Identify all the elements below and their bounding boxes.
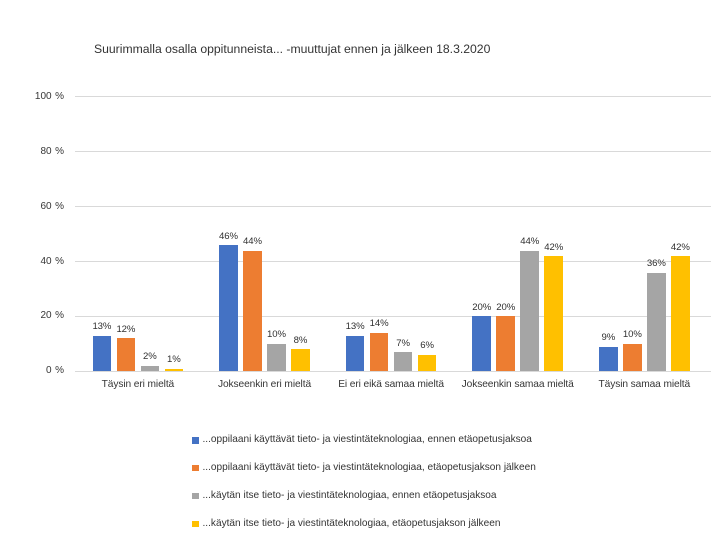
y-tick-label: 0%	[46, 365, 64, 377]
data-label: 44%	[520, 236, 540, 248]
y-tick-number: 40	[40, 255, 52, 267]
data-label: 13%	[345, 321, 365, 333]
y-tick-label: 20%	[40, 310, 64, 322]
y-tick-number: 60	[40, 200, 52, 212]
y-tick-label: 100%	[35, 91, 64, 103]
y-tick-label: 80%	[40, 146, 64, 158]
data-label: 6%	[420, 340, 434, 352]
y-tick-percent: %	[55, 365, 64, 377]
data-label: 2%	[143, 351, 157, 363]
y-tick-percent: %	[55, 145, 64, 157]
bar-4-2	[496, 316, 515, 372]
data-label: 42%	[670, 241, 690, 253]
bar-5-3	[647, 272, 666, 372]
bar-3-3	[393, 352, 413, 372]
y-tick-number: 80	[40, 145, 52, 157]
bar-2-1	[219, 245, 238, 372]
legend-label: ...käytän itse tieto- ja viestintäteknol…	[202, 489, 497, 501]
data-label: 20%	[496, 301, 516, 313]
data-label: 8%	[293, 334, 308, 346]
data-label: 10%	[267, 329, 286, 341]
gridline	[75, 315, 711, 317]
bar-2-4	[291, 349, 310, 372]
category-label: Jokseenkin eri mieltä	[217, 378, 312, 390]
legend-marker-icon	[192, 437, 199, 444]
bar-3-2	[369, 332, 389, 372]
bar-3-1	[345, 335, 365, 372]
bar-1-2	[116, 338, 136, 372]
gridline	[75, 261, 711, 263]
data-label: 14%	[369, 318, 389, 330]
legend-label: ...oppilaani käyttävät tieto- ja viestin…	[202, 434, 532, 445]
y-tick-percent: %	[55, 200, 64, 212]
bar-5-1	[599, 346, 618, 372]
data-label: 20%	[472, 301, 492, 313]
bar-2-3	[267, 343, 286, 372]
bar-5-4	[671, 256, 690, 372]
data-label: 13%	[92, 321, 112, 333]
data-label: 42%	[544, 241, 564, 253]
bar-4-4	[544, 256, 563, 372]
gridline	[75, 151, 711, 153]
category-label: Ei eri eikä samaa mieltä	[338, 378, 444, 390]
data-label: 46%	[219, 230, 238, 242]
category-label: Jokseenkin samaa mieltä	[461, 378, 574, 390]
data-label: 36%	[646, 258, 666, 270]
bar-5-2	[623, 343, 642, 372]
data-label: 7%	[396, 337, 410, 349]
y-tick-number: 20	[40, 310, 52, 322]
bar-1-1	[92, 335, 112, 372]
y-tick-percent: %	[55, 90, 64, 102]
data-label: 44%	[243, 236, 262, 248]
category-label: Täysin eri mieltä	[101, 378, 175, 390]
y-tick-number: 100	[34, 90, 52, 102]
category-label: Täysin samaa mieltä	[598, 378, 691, 390]
data-label: 10%	[622, 329, 642, 341]
data-label: 1%	[167, 354, 181, 366]
gridline	[75, 206, 711, 208]
y-tick-label: 40%	[40, 256, 64, 268]
chart-title: Suurimmalla osalla oppitunneista... -muu…	[94, 42, 491, 56]
gridline	[75, 96, 711, 98]
legend-marker-icon	[192, 520, 199, 528]
legend-marker-icon	[192, 464, 199, 472]
y-tick-label: 60%	[40, 201, 64, 213]
bar-2-2	[243, 250, 262, 372]
bar-1-3	[140, 365, 160, 372]
legend-label: ...käytän itse tieto- ja viestintäteknol…	[202, 517, 501, 529]
legend-label: ...oppilaani käyttävät tieto- ja viestin…	[202, 461, 536, 473]
y-tick-percent: %	[55, 255, 64, 267]
bar-4-3	[520, 250, 539, 372]
data-label: 9%	[601, 332, 616, 344]
x-axis-line	[75, 370, 711, 372]
bar-1-4	[164, 368, 184, 372]
legend-marker-icon	[192, 492, 199, 500]
bar-4-1	[472, 316, 491, 372]
bar-3-4	[417, 354, 437, 372]
y-tick-percent: %	[55, 310, 64, 322]
data-label: 12%	[116, 323, 136, 335]
y-tick-number: 0	[46, 365, 52, 377]
